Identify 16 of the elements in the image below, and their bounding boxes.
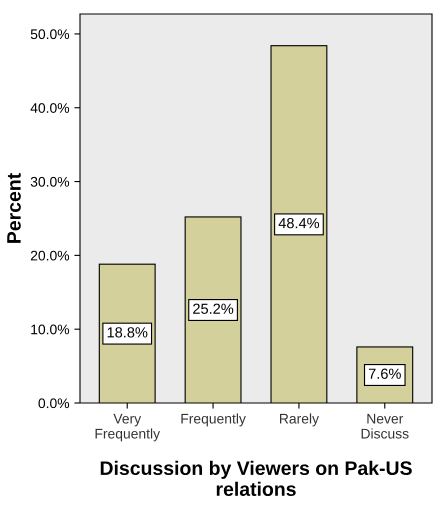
y-axis-title: Percent [7,173,21,243]
y-tick-label: 20.0% [30,250,70,261]
y-tick-label: 30.0% [30,176,70,187]
x-axis-title: Discussion by Viewers on Pak-US relations [100,460,412,496]
y-tick-label: 50.0% [30,29,70,40]
y-tick-label: 10.0% [31,324,70,334]
y-tick-label: 0.0% [38,398,70,408]
y-tick-label: 40.0% [30,103,70,113]
x-tick-label: Very Frequently [96,414,160,442]
data-label: 25.2% [193,304,234,314]
data-label: 48.4% [278,218,320,228]
data-label: 18.8% [108,327,148,338]
x-tick-label: Rarely [280,413,319,426]
x-tick-label: Never Discuss [362,414,409,439]
data-label: 7.6% [368,368,401,379]
x-tick-label: Frequently [181,413,246,426]
